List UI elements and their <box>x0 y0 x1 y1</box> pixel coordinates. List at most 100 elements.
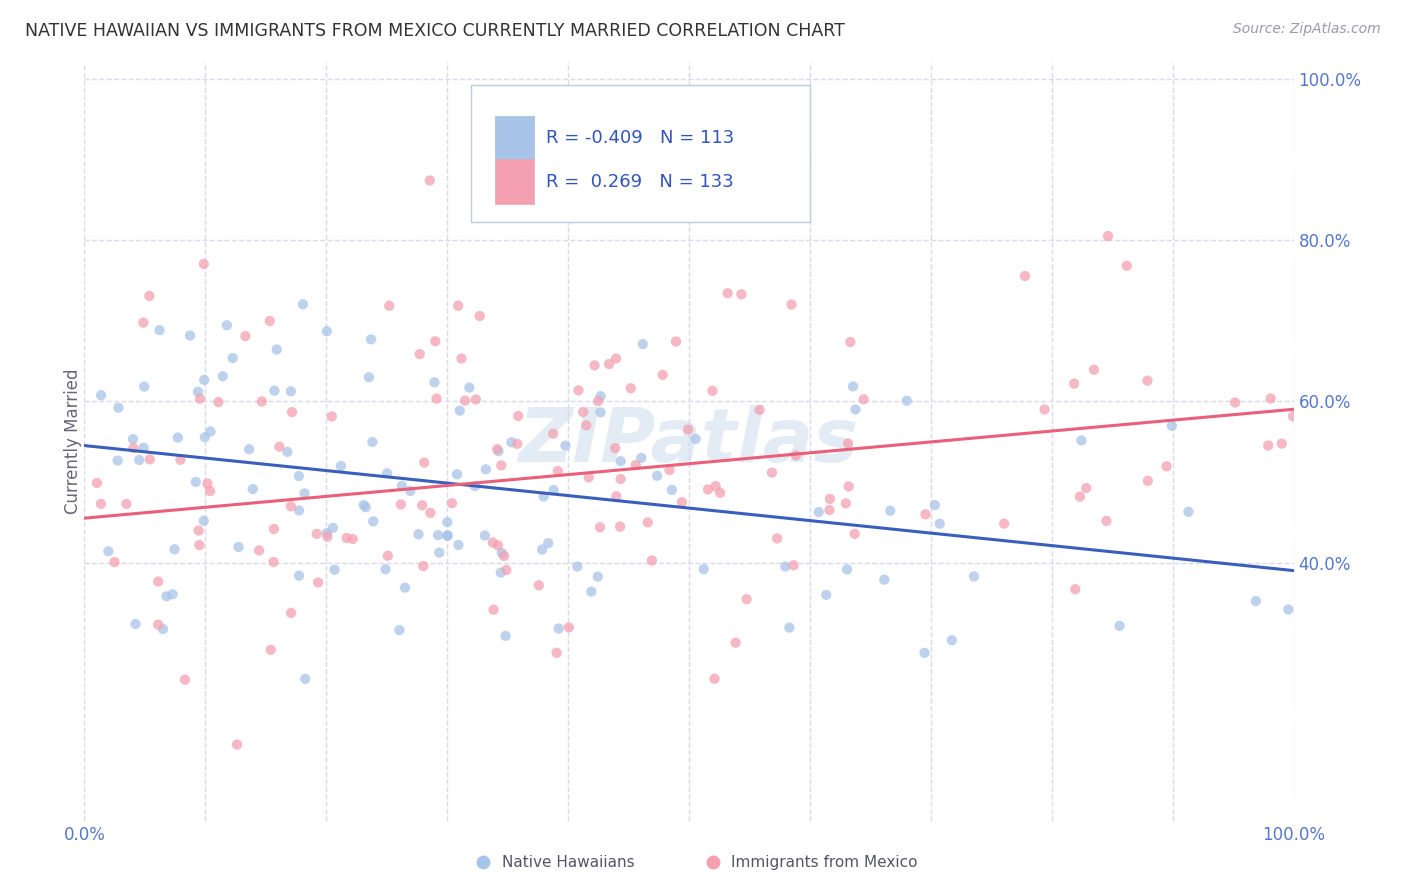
Point <box>361 514 384 528</box>
Point <box>413 456 436 470</box>
Point <box>692 562 714 576</box>
Point <box>107 401 129 415</box>
Point <box>697 483 720 497</box>
Point <box>291 297 314 311</box>
Point <box>1108 619 1130 633</box>
Point <box>546 646 568 660</box>
Point <box>263 555 285 569</box>
Point <box>491 546 513 560</box>
Point <box>879 504 901 518</box>
Point <box>547 622 569 636</box>
Point <box>188 392 211 406</box>
Point <box>288 568 311 582</box>
Point <box>187 524 209 538</box>
Point <box>896 393 918 408</box>
Point <box>86 475 108 490</box>
Point <box>323 563 346 577</box>
Point <box>735 592 758 607</box>
Point <box>315 324 337 338</box>
Point <box>489 566 512 580</box>
Point <box>537 536 560 550</box>
Point <box>578 470 600 484</box>
Point <box>122 432 145 446</box>
Point <box>815 588 838 602</box>
Point <box>316 526 339 541</box>
Point <box>766 532 789 546</box>
Point <box>148 617 170 632</box>
Point <box>501 435 523 450</box>
Point <box>818 491 841 506</box>
Point <box>281 405 304 419</box>
Point <box>259 314 281 328</box>
Point <box>250 394 273 409</box>
Point <box>389 497 412 511</box>
Point <box>139 452 162 467</box>
Point <box>1282 409 1305 424</box>
Point <box>162 587 184 601</box>
Point <box>572 405 595 419</box>
Point <box>558 620 581 634</box>
Point <box>90 497 112 511</box>
Point <box>179 328 201 343</box>
Point <box>1014 268 1036 283</box>
Point <box>447 538 470 552</box>
Point <box>1069 490 1091 504</box>
Point <box>474 528 496 542</box>
Point <box>399 483 422 498</box>
Point <box>1064 582 1087 597</box>
Point <box>134 379 156 393</box>
Point <box>495 629 517 643</box>
Point <box>263 522 285 536</box>
Point <box>658 463 681 477</box>
Point <box>527 578 550 592</box>
Point <box>761 466 783 480</box>
Y-axis label: Currently Married: Currently Married <box>65 368 82 515</box>
Point <box>581 584 603 599</box>
Point <box>200 425 222 439</box>
Point <box>408 347 430 361</box>
Point <box>155 590 177 604</box>
Point <box>288 469 311 483</box>
Point <box>543 483 565 497</box>
Point <box>609 519 631 533</box>
Point <box>221 351 243 365</box>
Point <box>152 622 174 636</box>
Point <box>541 426 564 441</box>
Point <box>730 287 752 301</box>
Text: ZIPatlas: ZIPatlas <box>519 405 859 478</box>
Point <box>163 542 186 557</box>
Point <box>873 573 896 587</box>
Point <box>187 384 209 399</box>
Point <box>132 316 155 330</box>
Point <box>941 633 963 648</box>
Point <box>211 369 233 384</box>
Point <box>1156 459 1178 474</box>
Point <box>193 373 215 387</box>
Point <box>807 505 830 519</box>
Point <box>748 403 770 417</box>
Point <box>360 332 382 346</box>
Point <box>464 479 486 493</box>
Point <box>115 497 138 511</box>
Point <box>547 464 569 478</box>
Point <box>1257 438 1279 452</box>
Point <box>1095 514 1118 528</box>
Point <box>567 559 589 574</box>
Point <box>198 484 221 499</box>
Point <box>835 496 858 510</box>
Point <box>138 289 160 303</box>
Point <box>423 376 446 390</box>
Point <box>1083 362 1105 376</box>
Point <box>107 453 129 467</box>
Point <box>716 286 738 301</box>
Point <box>280 384 302 399</box>
Point <box>374 562 396 576</box>
Point <box>1136 474 1159 488</box>
Text: Immigrants from Mexico: Immigrants from Mexico <box>731 855 918 870</box>
Point <box>321 409 343 424</box>
Point <box>486 442 509 457</box>
Point <box>1070 434 1092 448</box>
Point <box>440 496 463 510</box>
Point <box>631 337 654 351</box>
Point <box>288 503 311 517</box>
